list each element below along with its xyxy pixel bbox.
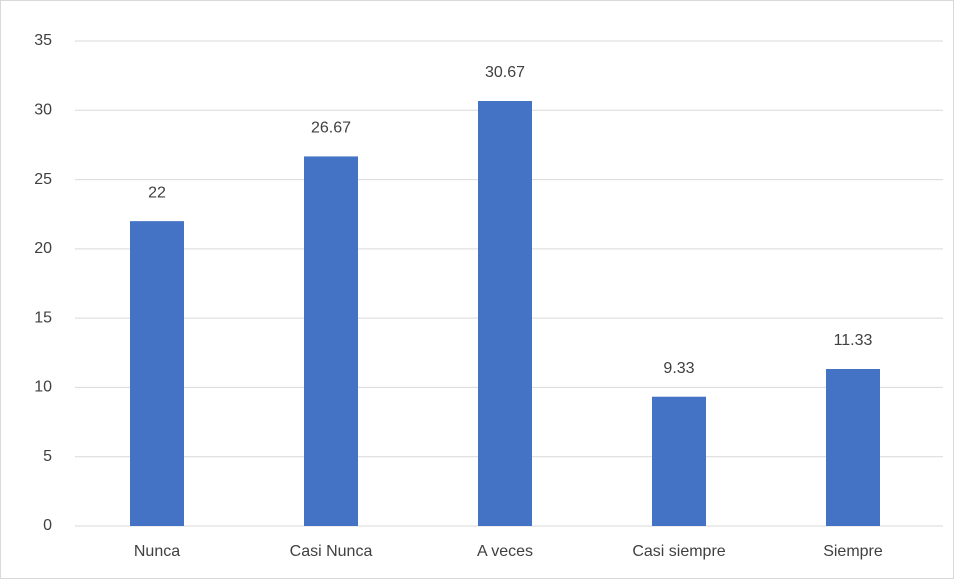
data-label: 11.33 — [834, 332, 873, 349]
y-tick-label: 5 — [43, 448, 52, 465]
bar — [130, 221, 184, 526]
x-tick-label: Casi siempre — [632, 543, 725, 560]
bar — [304, 156, 358, 526]
x-tick-label: A veces — [477, 543, 533, 560]
bar — [478, 101, 532, 526]
y-tick-label: 25 — [34, 171, 52, 188]
x-tick-label: Nunca — [134, 543, 180, 560]
y-tick-label: 10 — [34, 379, 52, 396]
data-label: 9.33 — [663, 360, 694, 377]
data-label: 22 — [148, 184, 166, 201]
y-tick-label: 35 — [34, 32, 52, 49]
data-label: 26.67 — [311, 120, 351, 137]
y-tick-label: 0 — [43, 517, 52, 534]
bar — [652, 396, 706, 526]
y-tick-label: 15 — [34, 309, 52, 326]
bar — [826, 368, 880, 526]
x-tick-label: Siempre — [823, 543, 883, 560]
x-tick-label: Casi Nunca — [290, 543, 373, 560]
y-tick-label: 20 — [34, 240, 52, 257]
y-tick-label: 30 — [34, 102, 52, 119]
data-label: 30.67 — [485, 64, 525, 81]
